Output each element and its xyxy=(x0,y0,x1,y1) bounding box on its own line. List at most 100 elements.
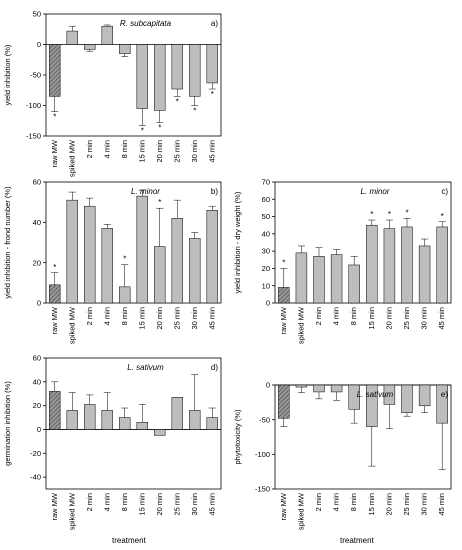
plot-frame-d xyxy=(45,357,222,490)
significance-star-c-6: * xyxy=(388,210,391,219)
y-tick-label-a-0: -150 xyxy=(26,132,41,141)
category-label-d-5: 15 min xyxy=(137,493,146,516)
x-axis-title-e: treatment xyxy=(340,536,374,545)
chart-title-d: L. sativum xyxy=(127,363,164,372)
significance-star-c-7: * xyxy=(405,208,408,217)
significance-star-a-9: * xyxy=(211,90,214,99)
category-label-d-3: 4 min xyxy=(102,493,111,511)
category-label-a-4: 8 min xyxy=(120,140,129,158)
y-tick-label-c-2: 20 xyxy=(262,264,270,273)
bar-c-4 xyxy=(348,264,360,304)
bar-a-7 xyxy=(171,44,183,90)
bar-c-7 xyxy=(401,226,413,304)
category-label-c-4: 8 min xyxy=(349,307,358,325)
category-label-b-0: raw MW xyxy=(50,306,59,334)
category-label-a-0: raw MW xyxy=(50,139,59,167)
significance-star-b-6: * xyxy=(158,198,161,207)
bar-a-2 xyxy=(84,44,96,50)
bar-a-5 xyxy=(136,44,148,109)
plot-frame-c xyxy=(274,181,452,304)
significance-star-a-6: * xyxy=(158,124,161,133)
category-label-a-3: 4 min xyxy=(102,140,111,158)
chart-d-l-sativum-germination: -40 -20 0 20 40 60 raw MW spiked MW 2 min 4 min 8 … xyxy=(3,354,222,530)
chart-title-a: R. subcapitata xyxy=(120,19,172,28)
y-tick-label-c-5: 50 xyxy=(262,212,270,221)
category-label-b-3: 4 min xyxy=(102,307,111,325)
y-axis-label-d: germination inhibition (%) xyxy=(3,381,12,466)
bar-c-1 xyxy=(295,252,308,304)
bar-a-9 xyxy=(206,44,218,84)
bar-a-4 xyxy=(119,44,131,54)
bar-a-1 xyxy=(66,30,78,45)
bar-d-2 xyxy=(84,404,96,430)
bar-b-1 xyxy=(66,199,78,304)
y-tick-label-c-7: 70 xyxy=(262,178,270,187)
panel-label-b: b) xyxy=(211,187,218,196)
chart-title-b: L. minor xyxy=(131,187,160,196)
category-label-c-6: 20 min xyxy=(384,307,393,330)
bar-e-7 xyxy=(401,384,413,413)
category-label-a-9: 45 min xyxy=(207,140,216,163)
chart-c-l-minor-dry-weight: 0 10 20 30 40 50 60 70 * raw MW spiked MW 2 min 4 mi… xyxy=(233,178,452,344)
bar-a-6 xyxy=(154,44,166,111)
bar-b-8 xyxy=(189,238,201,304)
category-label-a-6: 20 min xyxy=(155,140,164,163)
bar-c-2 xyxy=(313,256,325,304)
y-tick-label-c-0: 0 xyxy=(266,299,270,308)
y-tick-label-c-4: 40 xyxy=(262,229,270,238)
bar-b-5 xyxy=(136,195,148,304)
y-tick-label-c-6: 60 xyxy=(262,195,270,204)
category-label-a-5: 15 min xyxy=(137,140,146,163)
panel-label-c: c) xyxy=(441,187,448,196)
y-tick-label-a-3: 0 xyxy=(37,40,41,49)
category-label-b-9: 45 min xyxy=(207,307,216,330)
significance-star-b-4: * xyxy=(123,255,126,264)
y-tick-label-d-2: 0 xyxy=(37,425,41,434)
bar-d-3 xyxy=(101,410,113,430)
significance-star-c-9: * xyxy=(441,212,444,221)
category-label-e-9: 45 min xyxy=(437,493,446,516)
category-label-a-7: 25 min xyxy=(172,140,181,163)
y-axis-label-b: yield inhibition - frond number (%) xyxy=(3,186,12,299)
category-label-a-8: 30 min xyxy=(190,140,199,163)
bar-a-8 xyxy=(189,44,201,97)
category-label-e-8: 30 min xyxy=(420,493,429,516)
bar-e-2 xyxy=(313,384,325,393)
y-tick-label-c-3: 30 xyxy=(262,247,270,256)
bar-b-4 xyxy=(119,286,131,304)
panel-label-a: a) xyxy=(211,19,218,28)
bar-b-2 xyxy=(84,205,96,304)
y-tick-label-d-4: 40 xyxy=(33,377,41,386)
significance-star-a-8: * xyxy=(193,107,196,116)
category-label-a-2: 2 min xyxy=(85,140,94,158)
y-tick-label-e-0: -150 xyxy=(255,485,270,494)
category-label-d-2: 2 min xyxy=(85,493,94,511)
bar-d-7 xyxy=(171,397,183,430)
bar-d-5 xyxy=(136,422,148,430)
y-tick-label-e-2: -50 xyxy=(259,415,270,424)
category-label-c-0: raw MW xyxy=(279,306,288,334)
bar-e-4 xyxy=(348,384,360,410)
category-label-c-8: 30 min xyxy=(420,307,429,330)
bar-c-5 xyxy=(366,224,378,304)
category-label-b-5: 15 min xyxy=(137,307,146,330)
category-label-a-1: spiked MW xyxy=(67,139,76,177)
plot-frame-b xyxy=(45,181,222,304)
category-label-b-6: 20 min xyxy=(155,307,164,330)
y-tick-label-d-1: -20 xyxy=(30,449,41,458)
bar-d-8 xyxy=(189,410,201,430)
category-label-b-7: 25 min xyxy=(172,307,181,330)
y-tick-label-a-4: 50 xyxy=(33,10,41,19)
bar-e-1 xyxy=(295,384,308,388)
category-label-b-8: 30 min xyxy=(190,307,199,330)
category-label-e-0: raw MW xyxy=(279,492,288,520)
significance-star-c-5: * xyxy=(370,210,373,219)
category-label-d-1: spiked MW xyxy=(67,492,76,530)
y-tick-label-b-3: 60 xyxy=(33,178,41,187)
panel-label-d: d) xyxy=(211,363,218,372)
category-label-d-4: 8 min xyxy=(120,493,129,511)
significance-star-a-5: * xyxy=(141,127,144,136)
chart-e-l-sativum-phytotoxicity: -150 -100 -50 0 raw MW spiked MW 2 min 4 min 8 m… xyxy=(233,381,452,530)
category-label-e-2: 2 min xyxy=(314,493,323,511)
category-label-e-5: 15 min xyxy=(367,493,376,516)
